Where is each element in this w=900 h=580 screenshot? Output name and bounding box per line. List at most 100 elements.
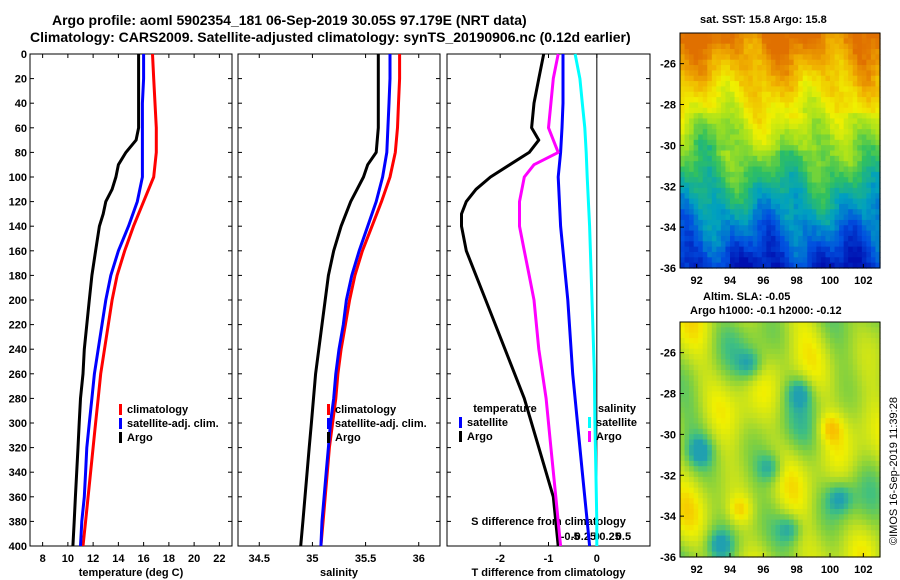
sla-map-cell xyxy=(757,423,763,430)
sst-map-cell xyxy=(680,65,686,71)
sst-map-cell xyxy=(716,193,722,200)
difference-legend-temperature-label: Argo xyxy=(467,431,493,443)
sla-map-cell xyxy=(689,535,695,542)
sla-map-cell xyxy=(739,386,745,393)
sst-map-cell xyxy=(770,225,777,232)
sst-map-cell xyxy=(834,198,840,205)
sst-map-cell xyxy=(725,262,731,269)
sst-map-cell xyxy=(802,107,808,114)
sst-map-cell xyxy=(789,262,795,269)
sst-map-cell xyxy=(748,230,754,237)
sla-map-cell xyxy=(693,514,699,521)
sla-map-cell xyxy=(743,322,749,328)
sla-map-cell xyxy=(734,540,740,547)
sla-map-cell xyxy=(820,508,827,515)
sla-map-cell xyxy=(834,348,840,355)
sst-map-cell xyxy=(757,251,763,258)
sla-map-cell xyxy=(766,487,772,494)
sla-map-cell xyxy=(866,508,872,515)
sst-map-cell xyxy=(807,70,813,77)
sst-map-cell xyxy=(702,54,708,61)
sst-map-cell xyxy=(716,155,722,162)
sst-map-cell xyxy=(752,235,758,242)
sst-map-cell xyxy=(680,235,686,242)
sla-map-cell xyxy=(743,530,749,537)
sst-map-cell xyxy=(807,171,813,178)
sla-map-cell xyxy=(830,359,836,366)
sla-map-cell xyxy=(684,407,690,414)
sla-map-cell xyxy=(725,546,731,553)
sla-map-cell xyxy=(861,503,867,510)
sla-map-cell xyxy=(852,338,858,344)
sla-map-cell xyxy=(743,540,749,547)
sla-map-cell xyxy=(702,444,708,451)
sst-map-cell xyxy=(839,97,845,104)
sst-map-cell xyxy=(789,150,795,157)
sst-map-cell xyxy=(739,161,745,168)
sla-map-cell xyxy=(875,386,881,393)
sst-map-cell xyxy=(802,134,808,141)
sla-map-cell xyxy=(752,354,758,360)
sst-map-cell xyxy=(807,59,813,66)
sst-map-cell xyxy=(866,155,872,162)
sla-map-cell xyxy=(757,498,763,505)
sst-map-cell xyxy=(698,257,704,264)
sst-map-cell xyxy=(689,134,695,141)
sla-map-cell xyxy=(770,444,777,451)
sst-map-cell xyxy=(766,225,772,232)
sla-map-cell xyxy=(852,327,858,334)
sst-map-cell xyxy=(716,203,722,210)
sst-map-cell xyxy=(875,139,881,146)
sla-map-cell xyxy=(807,423,813,430)
sst-map-cell xyxy=(807,65,813,71)
temperature-ytick-label: 100 xyxy=(9,172,27,184)
sla-map-cell xyxy=(825,396,831,403)
sst-map-cell xyxy=(784,177,790,184)
sla-map-cell xyxy=(702,476,708,483)
sst-map-cell xyxy=(698,246,704,253)
sst-map-cell xyxy=(825,97,831,104)
sla-map-cell xyxy=(734,418,740,425)
sla-map-cell xyxy=(752,471,758,478)
sst-map-cell xyxy=(752,102,758,109)
sst-map-cell xyxy=(748,209,754,216)
sst-map-cell xyxy=(743,97,749,104)
sst-map-cell xyxy=(789,241,795,248)
sst-map-cell xyxy=(775,86,781,93)
sst-map-cell xyxy=(816,75,822,82)
sst-map-cell xyxy=(820,139,827,146)
sla-map-cell xyxy=(848,359,854,366)
sla-map-cell xyxy=(802,338,808,344)
sst-map-cell xyxy=(748,166,754,173)
sst-map-cell xyxy=(770,171,777,178)
sst-map-cell xyxy=(848,59,854,66)
sst-map-cell xyxy=(798,225,804,232)
sst-map-cell xyxy=(875,123,881,130)
sla-map-cell xyxy=(734,546,740,553)
sla-map-cell xyxy=(716,434,722,441)
sst-map-cell xyxy=(820,171,827,178)
sst-map-cell xyxy=(743,102,749,109)
sla-map-cell xyxy=(857,327,863,334)
sla-map-cell xyxy=(752,482,758,489)
sst-map-cell xyxy=(839,257,845,264)
sst-map-cell xyxy=(689,171,695,178)
sla-map-cell xyxy=(820,396,827,403)
sst-map-cell xyxy=(702,86,708,93)
sst-map-cell xyxy=(757,54,763,61)
sla-map-cell xyxy=(861,476,867,483)
sla-map-cell xyxy=(784,434,790,441)
sst-map-cell xyxy=(698,219,704,226)
sla-map-cell xyxy=(752,386,758,393)
sla-map-cell xyxy=(843,482,849,489)
sst-map-cell xyxy=(766,113,772,120)
sst-map-cell xyxy=(711,241,717,248)
sla-map-cell xyxy=(852,546,858,553)
sla-map-cell xyxy=(730,444,736,451)
sst-map-cell xyxy=(748,246,754,253)
sla-map-cell xyxy=(802,343,808,350)
sla-map-cell xyxy=(702,487,708,494)
sla-map-cell xyxy=(725,524,731,531)
sla-map-cell xyxy=(684,514,690,521)
sla-map-cell xyxy=(770,524,777,531)
